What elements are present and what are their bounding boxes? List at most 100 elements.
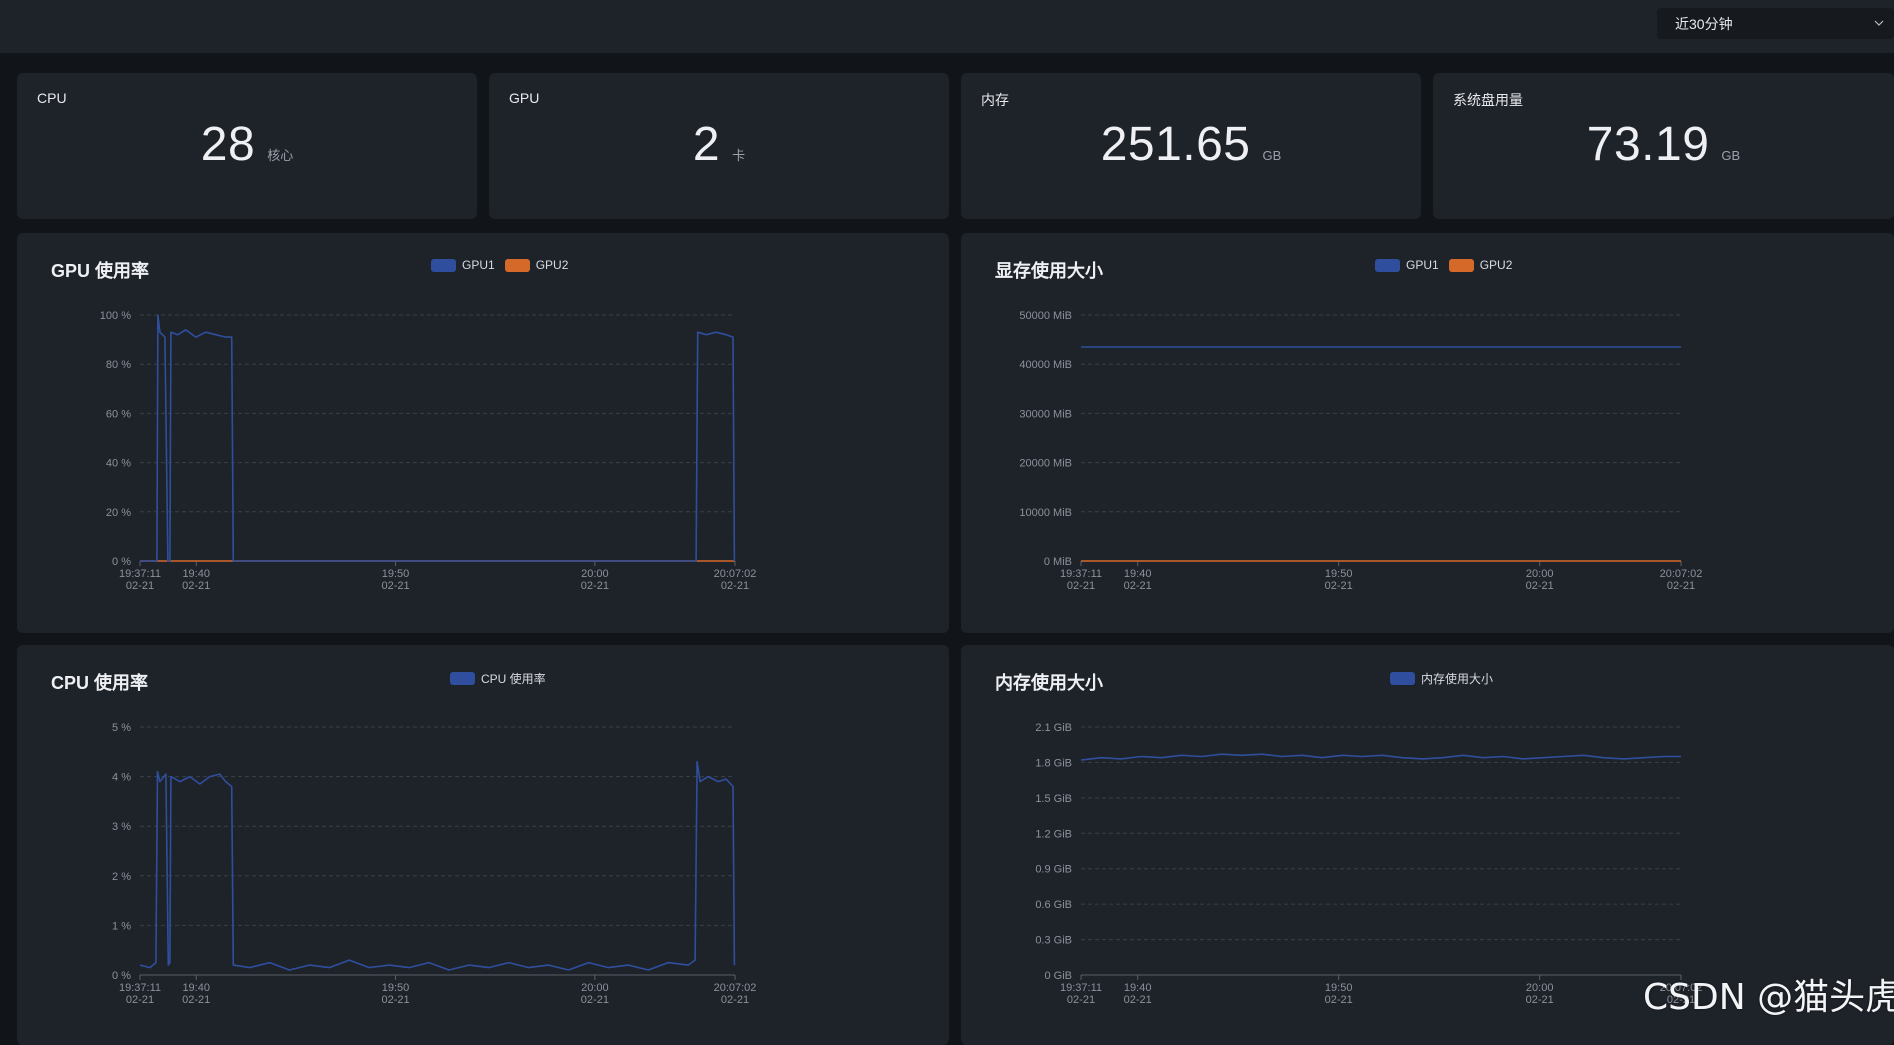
stat-number: 73.19 <box>1586 118 1710 171</box>
time-range-value: 近30分钟 <box>1675 15 1733 32</box>
x-tick-date-label: 02-21 <box>182 994 210 1006</box>
x-tick-date-label: 02-21 <box>126 580 154 592</box>
stat-unit: 核心 <box>267 148 294 163</box>
legend-item-gpu2[interactable]: GPU2 <box>1448 258 1513 272</box>
y-tick-label: 20000 MiB <box>1019 458 1072 470</box>
series-line-gpu1[interactable] <box>140 314 736 562</box>
x-tick-label: 20:00 <box>1526 982 1554 994</box>
stat-unit: 卡 <box>732 148 746 163</box>
x-tick-label: 19:50 <box>382 982 410 994</box>
panel-memory-usage: 内存使用大小 内存使用大小 0 GiB 0.3 GiB 0.6 GiB 0.9 GiB… <box>961 645 1894 1045</box>
stat-value-row: 28 核心 <box>17 117 477 172</box>
chart-legend: GPU1 GPU2 <box>1375 258 1512 272</box>
x-tick-label: 19:50 <box>382 568 410 580</box>
panel-cpu-usage: CPU 使用率 CPU 使用率 0 % 1 % 2 % 3 % 4 % 5 % 19:37:… <box>17 645 949 1045</box>
y-tick-label: 50000 MiB <box>1019 310 1072 322</box>
series-line-内存使用大小[interactable] <box>1080 753 1681 761</box>
stat-card-disk: 系统盘用量 73.19 GB <box>1433 73 1894 219</box>
legend-swatch <box>1375 258 1400 272</box>
x-tick-date-label: 02-21 <box>1124 580 1152 592</box>
x-tick-label: 20:07:02 <box>714 568 757 580</box>
stat-card-cpu: CPU 28 核心 <box>17 73 477 219</box>
y-tick-label: 1.8 GiB <box>1035 757 1072 769</box>
y-tick-label: 0.3 GiB <box>1035 935 1072 947</box>
legend-swatch <box>431 258 456 272</box>
legend-item-gpu1[interactable]: GPU1 <box>431 258 495 272</box>
y-tick-label: 0 MiB <box>1044 556 1072 568</box>
y-tick-label: 100 % <box>100 310 131 322</box>
chart-legend: CPU 使用率 <box>450 670 546 687</box>
x-tick-label: 20:07:02 <box>1660 982 1703 994</box>
y-tick-label: 60 % <box>106 408 131 420</box>
x-tick-date-label: 02-21 <box>381 580 409 592</box>
y-tick-label: 3 % <box>112 821 131 833</box>
x-tick-date-label: 02-21 <box>1325 994 1353 1006</box>
chart-legend: 内存使用大小 <box>1390 670 1493 687</box>
chart-legend: GPU1 GPU2 <box>431 258 568 272</box>
y-tick-label: 5 % <box>112 722 131 734</box>
y-tick-label: 10000 MiB <box>1019 507 1072 519</box>
x-tick-label: 20:07:02 <box>1660 568 1703 580</box>
legend-item-gpu1[interactable]: GPU1 <box>1375 258 1439 272</box>
x-tick-label: 19:40 <box>1124 568 1152 580</box>
legend-item-gpu2[interactable]: GPU2 <box>504 258 569 272</box>
x-tick-label: 19:37:11 <box>119 982 161 994</box>
x-tick-date-label: 02-21 <box>1124 994 1152 1006</box>
x-tick-date-label: 02-21 <box>721 994 749 1006</box>
x-tick-label: 20:00 <box>1526 568 1554 580</box>
time-range-select[interactable]: 近30分钟 <box>1657 8 1894 39</box>
panel-title: 显存使用大小 <box>995 261 1103 281</box>
x-tick-date-label: 02-21 <box>581 580 609 592</box>
y-tick-label: 4 % <box>112 772 131 784</box>
stat-label: 内存 <box>981 92 1009 108</box>
legend-label: GPU2 <box>1479 258 1513 272</box>
stat-value-row: 73.19 GB <box>1433 117 1894 172</box>
x-tick-date-label: 02-21 <box>581 994 609 1006</box>
series-line-cpu-使用率[interactable] <box>139 760 736 971</box>
y-tick-label: 0 % <box>112 970 131 982</box>
legend-label: 内存使用大小 <box>1421 672 1494 686</box>
legend-item-memory-usage[interactable]: 内存使用大小 <box>1390 670 1493 687</box>
stat-label: 系统盘用量 <box>1453 92 1523 108</box>
y-tick-label: 40000 MiB <box>1019 359 1072 371</box>
legend-label: GPU1 <box>1406 258 1439 272</box>
x-tick-label: 19:50 <box>1325 982 1353 994</box>
x-tick-date-label: 02-21 <box>1667 580 1695 592</box>
x-tick-date-label: 02-21 <box>381 994 409 1006</box>
x-tick-date-label: 02-21 <box>1526 580 1554 592</box>
panel-title: GPU 使用率 <box>51 261 150 281</box>
y-tick-label: 1 % <box>112 920 131 932</box>
x-tick-label: 20:00 <box>581 982 609 994</box>
cpu-usage-chart: 0 %1 %2 %3 %4 %5 %19:37:1102-2119:4002-2… <box>112 722 756 1006</box>
x-tick-label: 19:37:11 <box>119 568 161 580</box>
x-tick-label: 19:37:11 <box>1060 982 1102 994</box>
legend-swatch <box>1448 258 1474 272</box>
stat-number: 2 <box>692 118 721 171</box>
stat-card-gpu: GPU 2 卡 <box>489 73 949 219</box>
legend-label: GPU1 <box>462 258 495 272</box>
y-tick-label: 2 % <box>112 871 131 883</box>
vram-usage-chart: 0 MiB 10000 MiB 20000 MiB 30000 MiB 40000 Mi… <box>1019 310 1703 592</box>
x-tick-label: 19:50 <box>1325 568 1353 580</box>
stat-unit: GB <box>1262 148 1282 163</box>
gpu-usage-chart: 0 %20 %40 %60 %80 %100 %19:37:1102-2119:… <box>100 310 757 592</box>
legend-item-cpu-usage[interactable]: CPU 使用率 <box>450 670 546 687</box>
watermark-text: CSDN @猫头虎 <box>1643 977 1894 1018</box>
y-tick-label: 40 % <box>106 458 131 470</box>
y-tick-label: 30000 MiB <box>1019 408 1072 420</box>
x-tick-label: 19:40 <box>1124 982 1152 994</box>
y-tick-label: 1.2 GiB <box>1035 828 1072 840</box>
y-tick-label: 0.9 GiB <box>1035 864 1072 876</box>
legend-label: GPU2 <box>535 258 569 272</box>
legend-swatch <box>1390 672 1415 685</box>
top-bar: 近30分钟 <box>0 0 1894 53</box>
y-tick-label: 2.1 GiB <box>1035 722 1072 734</box>
y-tick-label: 20 % <box>106 507 131 519</box>
legend-swatch <box>450 672 475 685</box>
x-tick-date-label: 02-21 <box>1325 580 1353 592</box>
y-tick-label: 0 % <box>112 556 131 568</box>
legend-label: CPU 使用率 <box>481 672 546 686</box>
x-tick-date-label: 02-21 <box>1067 994 1095 1006</box>
y-tick-label: 0.6 GiB <box>1035 899 1072 911</box>
x-tick-date-label: 02-21 <box>182 580 210 592</box>
